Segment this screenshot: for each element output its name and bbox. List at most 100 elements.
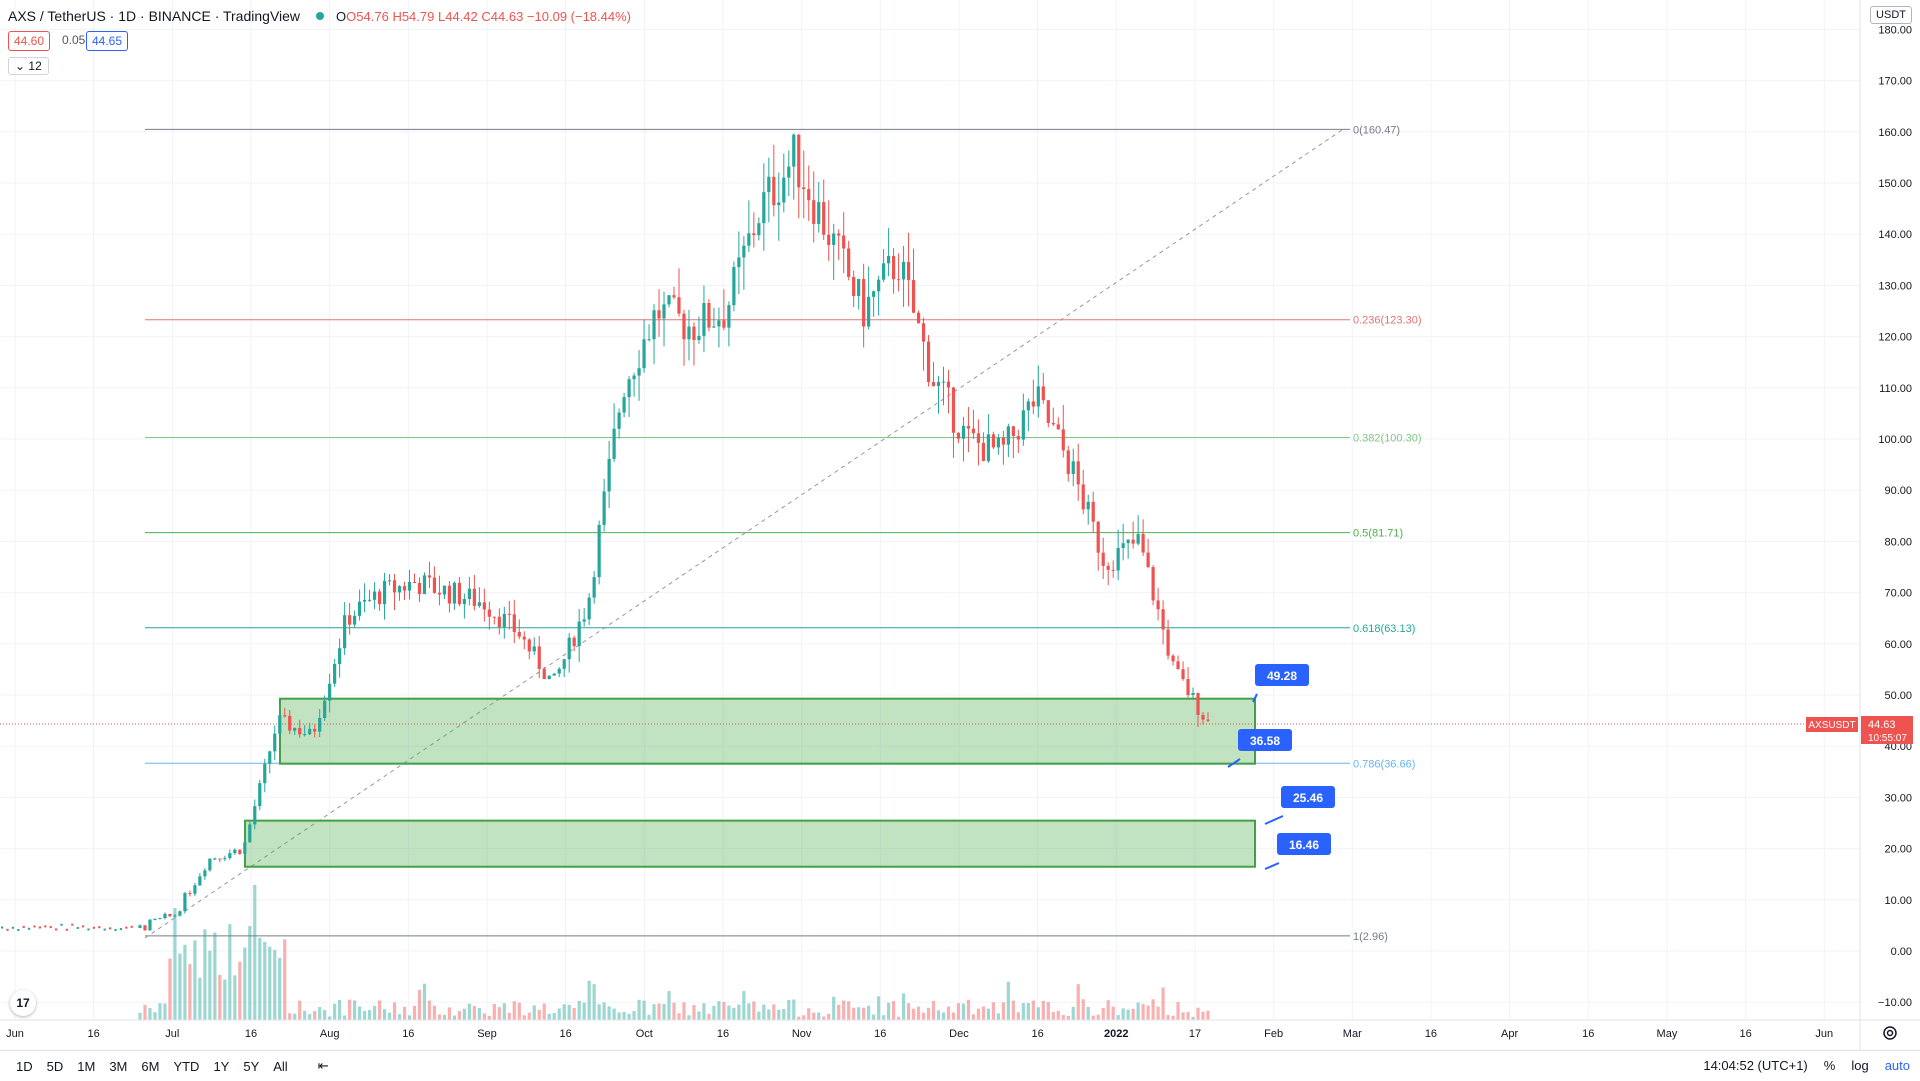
symbol-title[interactable]: AXS / TetherUS · 1D · BINANCE · TradingV… [8, 8, 301, 24]
timeframe-ytd[interactable]: YTD [173, 1058, 200, 1074]
fib-trend-line[interactable] [144, 127, 1346, 939]
support-zones[interactable] [244, 697, 1256, 868]
volume-bar [243, 947, 247, 1020]
log-toggle[interactable]: log [1851, 1058, 1869, 1073]
candle [268, 751, 272, 764]
candle [303, 734, 307, 736]
candle [412, 581, 417, 584]
currency-unit[interactable]: USDT [1870, 6, 1912, 24]
support-zone[interactable] [279, 697, 1256, 765]
auto-toggle[interactable]: auto [1884, 1058, 1910, 1073]
candle [173, 915, 177, 917]
time-tick: 16 [874, 1028, 886, 1040]
callout-box[interactable] [1255, 664, 1309, 686]
candle [372, 591, 377, 600]
candle [328, 683, 332, 701]
time-axis[interactable]: Jun 16 Jul 16 Aug 16 Sep 16 Oct 16 Nov 16 Dec 16 2022 1… [6, 1028, 1833, 1040]
volume-bar [407, 1015, 412, 1020]
candle [1061, 429, 1065, 451]
volume-bar [862, 1007, 866, 1020]
volume-bar [183, 944, 187, 1020]
candle [273, 733, 277, 752]
candle [882, 263, 886, 280]
volume-bar [872, 1014, 876, 1020]
timeframe-6m[interactable]: 6M [141, 1058, 160, 1074]
candle [966, 425, 971, 429]
candle [377, 591, 382, 605]
volume-bar [1036, 1007, 1040, 1020]
candle [697, 335, 701, 341]
volume-bar [1156, 1006, 1160, 1020]
candle [582, 619, 586, 622]
candle [867, 296, 871, 327]
volume-bar [427, 1000, 432, 1020]
volume-bar [1131, 1008, 1135, 1020]
gear-icon[interactable] [1883, 1026, 1897, 1040]
timeframe-1m[interactable]: 1M [77, 1058, 96, 1074]
volume-bar [238, 961, 242, 1020]
candle [717, 320, 721, 327]
volume-bar [258, 937, 262, 1020]
volume-bar [288, 1013, 292, 1020]
candle [198, 876, 202, 886]
go-to-date-icon[interactable]: ⇤ [317, 1058, 329, 1073]
tradingview-logo-icon[interactable]: 17 [10, 990, 36, 1016]
volume-bar [1116, 1015, 1120, 1020]
volume-bar [597, 1004, 601, 1020]
time-tick: 16 [560, 1028, 572, 1040]
price-tick: 60.00 [1884, 639, 1912, 651]
candle [951, 387, 956, 433]
volume-bar [213, 932, 217, 1020]
candle [60, 923, 63, 926]
volume-bar [367, 1009, 372, 1020]
price-callouts[interactable]: 49.28 36.58 25.46 16.46 [1227, 664, 1335, 870]
buy-price-button[interactable]: 44.65 [86, 31, 129, 51]
indicators-toggle[interactable]: ⌄ 12 [8, 57, 49, 75]
candle [427, 575, 432, 578]
timeframe-1y[interactable]: 1Y [213, 1058, 230, 1074]
clock[interactable]: 14:04:52 (UTC+1) [1703, 1058, 1808, 1073]
callout-box[interactable] [1281, 786, 1335, 808]
candle [203, 870, 207, 877]
time-tick: 16 [1739, 1028, 1751, 1040]
volume-bar [1146, 1005, 1150, 1020]
volume-bar [1141, 1004, 1145, 1020]
volume-bar [991, 1002, 996, 1020]
time-tick: Sep [477, 1028, 497, 1040]
candle [732, 267, 736, 306]
candle [76, 926, 79, 929]
symbol-tag: AXSUSDT [1808, 720, 1855, 731]
volume-bar [168, 958, 172, 1020]
callout-box[interactable] [1238, 729, 1292, 751]
volume-bar [542, 1003, 546, 1020]
volume-bar [1176, 1002, 1180, 1020]
candle [1181, 669, 1185, 680]
candle [114, 929, 117, 932]
volume-bar [1126, 1009, 1130, 1020]
timeframe-1d[interactable]: 1D [16, 1058, 33, 1074]
timeframe-5d[interactable]: 5D [46, 1058, 64, 1074]
callout-box[interactable] [1277, 833, 1331, 855]
candle [687, 326, 691, 340]
volume-bar [752, 1001, 756, 1020]
percent-toggle[interactable]: % [1823, 1058, 1836, 1073]
volume-bar [1046, 1002, 1050, 1020]
price-axis[interactable]: 180.00 170.00 160.00 150.00 140.00 130.00 120.… [1878, 24, 1912, 1009]
timeframe-3m[interactable]: 3M [109, 1058, 128, 1074]
candle [482, 602, 486, 610]
timeframe-all[interactable]: All [273, 1058, 288, 1074]
sell-price-button[interactable]: 44.60 [8, 31, 51, 51]
volume-bar [372, 1006, 377, 1020]
volume-bar [547, 1013, 551, 1020]
candle [477, 602, 481, 606]
candle [777, 202, 781, 206]
timeframe-5y[interactable]: 5Y [243, 1058, 260, 1074]
candle [512, 614, 516, 632]
candle [572, 637, 576, 647]
candle [891, 256, 896, 280]
volume-bar [1001, 1002, 1005, 1020]
volume-bar [138, 1012, 142, 1020]
candle [323, 700, 327, 719]
support-zone[interactable] [244, 819, 1256, 868]
